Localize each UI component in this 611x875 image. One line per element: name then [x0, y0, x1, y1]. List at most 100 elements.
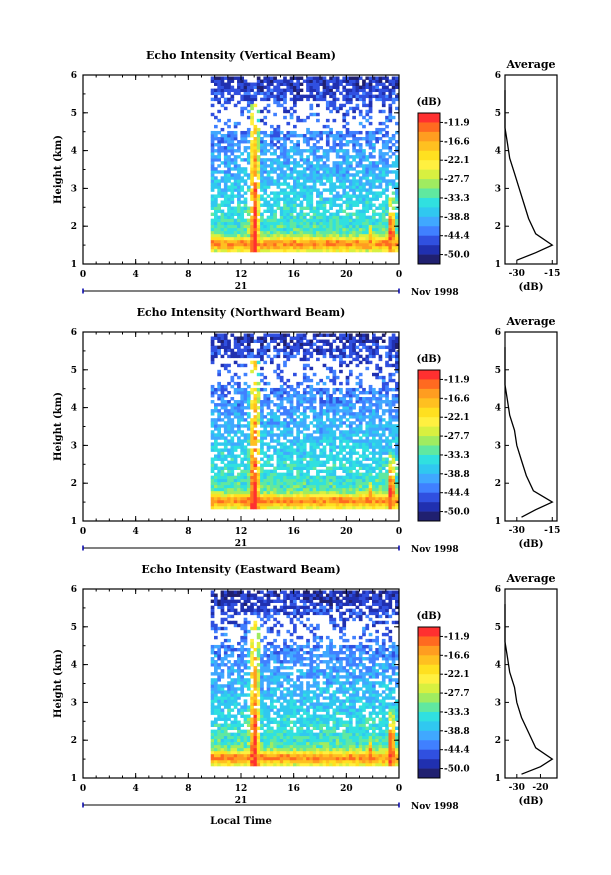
heatmap-cell [378, 233, 383, 238]
heatmap-cell [273, 475, 277, 480]
heatmap-cell [388, 239, 393, 244]
heatmap-cell [296, 94, 300, 99]
heatmap-cell [227, 381, 231, 386]
heatmap-cell [345, 505, 350, 510]
heatmap-cell [279, 176, 284, 180]
heatmap-cell [296, 466, 300, 470]
heatmap-cell [256, 149, 261, 153]
heatmap-cell [335, 427, 340, 431]
heatmap-cell [316, 484, 320, 489]
heatmap-cell [220, 436, 225, 440]
heatmap-cell [217, 227, 221, 232]
heatmap-cell [217, 248, 221, 253]
heatmap-cell [378, 496, 383, 501]
heatmap-cell [256, 158, 261, 162]
heatmap-cell [368, 203, 373, 207]
heatmap-cell [233, 445, 238, 449]
heatmap-cell [375, 478, 379, 483]
heatmap-cell [256, 478, 261, 483]
heatmap-cell [385, 179, 389, 183]
heatmap-cell [358, 236, 363, 241]
heatmap-cell [388, 200, 393, 204]
heatmap-cell [269, 191, 274, 195]
heatmap-cell [339, 224, 343, 229]
heatmap-cell [223, 239, 228, 244]
heatmap-cell [230, 478, 235, 483]
heatmap-cell [220, 85, 225, 90]
heatmap-cell [220, 384, 225, 389]
heatmap-cell [223, 233, 228, 238]
heatmap-cell [266, 109, 271, 114]
heatmap-cell [339, 336, 343, 340]
heatmap-cell [316, 357, 320, 362]
heatmap-cell [378, 109, 383, 114]
heatmap-cell [345, 412, 350, 416]
heatmap-cell [279, 478, 284, 483]
heatmap-cell [372, 484, 376, 489]
heatmap-cell [260, 224, 264, 229]
heatmap-cell [319, 424, 324, 428]
heatmap-cell [378, 179, 383, 183]
heatmap-cell [355, 427, 360, 431]
heatmap-cell [388, 203, 393, 207]
heatmap-cell [332, 412, 337, 416]
heatmap-cell [342, 233, 347, 238]
heatmap-cell [227, 496, 231, 501]
heatmap-cell [355, 221, 360, 226]
heatmap-cell [365, 415, 370, 419]
heatmap-cell [220, 433, 225, 437]
heatmap-cell [279, 82, 284, 86]
heatmap-cell [250, 170, 254, 174]
heatmap-cell [220, 88, 225, 93]
heatmap-cell [223, 182, 228, 186]
heatmap-cell [273, 79, 277, 83]
heatmap-cell [237, 221, 241, 226]
heatmap-cell [319, 397, 324, 401]
heatmap-cell [335, 239, 340, 244]
heatmap-cell [227, 146, 231, 150]
heatmap-cell [368, 91, 373, 96]
heatmap-cell [348, 94, 353, 99]
heatmap-cell [309, 466, 314, 470]
heatmap-cell [352, 155, 356, 159]
heatmap-cell [372, 457, 376, 461]
heatmap-cell [378, 88, 383, 93]
heatmap-cell [395, 173, 399, 177]
heatmap-cell [237, 197, 241, 201]
heatmap-cell [279, 499, 284, 504]
heatmap-cell [217, 224, 221, 229]
heatmap-cell [243, 493, 248, 498]
heatmap-cell [217, 221, 221, 226]
heatmap-cell [381, 109, 386, 114]
heatmap-cell [352, 245, 356, 250]
heatmap-cell [279, 369, 284, 374]
heatmap-cell [283, 106, 287, 111]
heatmap-cell [240, 167, 245, 171]
heatmap-cell [348, 351, 353, 356]
heatmap-cell [276, 155, 281, 159]
heatmap-cell [342, 149, 347, 153]
heatmap-cell [309, 421, 314, 425]
heatmap-cell [372, 442, 376, 446]
heatmap-cell [286, 393, 291, 398]
heatmap-cell [378, 484, 383, 489]
heatmap-cell [253, 167, 258, 171]
heatmap-cell [269, 454, 274, 458]
heatmap-cell [273, 393, 277, 398]
heatmap-cell [260, 164, 264, 168]
heatmap-cell [253, 152, 258, 156]
heatmap-cell [250, 499, 254, 504]
heatmap-cell [322, 351, 327, 356]
heatmap-cell [293, 418, 297, 422]
heatmap-cell [240, 133, 245, 138]
heatmap-cell [296, 472, 300, 477]
heatmap-cell [309, 445, 314, 449]
heatmap-cell [289, 421, 294, 425]
heatmap-cell [240, 342, 245, 347]
heatmap-cell [217, 97, 221, 102]
heatmap-cell [246, 484, 251, 489]
heatmap-cell [296, 439, 300, 443]
heatmap-cell [319, 245, 324, 250]
heatmap-cell [223, 194, 228, 198]
heatmap-cell [319, 221, 324, 226]
